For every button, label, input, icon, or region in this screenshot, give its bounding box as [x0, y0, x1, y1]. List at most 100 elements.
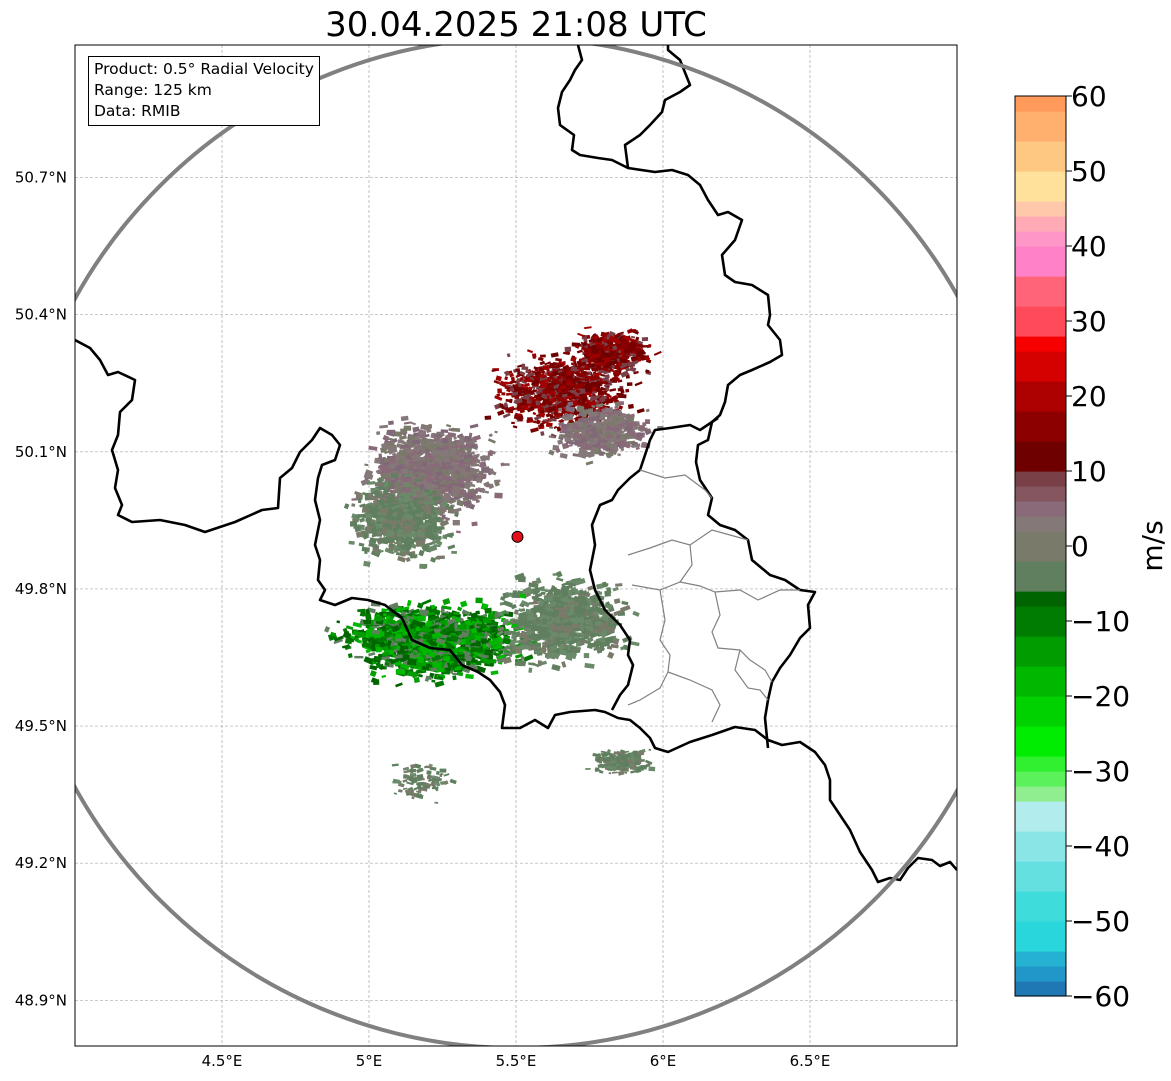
echo-pixel	[365, 517, 372, 523]
echo-pixel	[465, 655, 472, 662]
echo-pixel	[399, 435, 408, 441]
echo-pixel	[424, 453, 434, 459]
echo-pixel	[409, 501, 414, 507]
echo-pixel	[400, 444, 409, 449]
echo-pixel	[540, 354, 546, 358]
echo-pixel	[552, 638, 556, 643]
echo-pixel	[494, 492, 503, 499]
echo-pixel	[431, 449, 441, 457]
echo-pixel	[381, 447, 388, 453]
echo-pixel	[456, 461, 464, 469]
echo-pixel	[361, 491, 368, 496]
echo-pixel	[356, 514, 366, 518]
echo-pixel	[475, 597, 483, 604]
echo-pixel	[475, 477, 482, 484]
echo-pixel	[400, 476, 410, 484]
echo-pixel	[455, 457, 464, 461]
echo-pixel	[514, 661, 523, 667]
echo-pixel	[415, 627, 420, 632]
echo-pixel	[525, 620, 534, 624]
echo-pixel	[403, 421, 412, 425]
echo-pixel	[599, 624, 607, 630]
echo-pixel	[514, 395, 520, 400]
echo-pixel	[433, 476, 439, 481]
echo-pixel	[449, 505, 454, 509]
echo-pixel	[452, 672, 458, 676]
echo-pixel	[401, 468, 409, 474]
echo-pixel	[451, 427, 461, 432]
echo-pixel	[553, 589, 561, 596]
echo-pixel	[563, 598, 574, 603]
echo-pixel	[543, 638, 549, 641]
echo-pixel	[433, 529, 438, 533]
echo-pixel	[452, 675, 457, 681]
echo-pixel	[425, 470, 435, 478]
echo-pixel	[469, 443, 478, 449]
echo-pixel	[466, 457, 473, 462]
echo-pixel	[427, 482, 432, 488]
echo-pixel	[413, 676, 420, 684]
echo-pixel	[428, 500, 435, 505]
echo-pixel	[448, 428, 453, 431]
echo-pixel	[461, 477, 471, 483]
echo-pixel	[391, 489, 397, 496]
echo-pixel	[402, 481, 407, 485]
velocity-echoes	[324, 326, 664, 804]
echo-pixel	[448, 432, 455, 438]
echo-pixel	[479, 461, 487, 468]
echo-pixel	[386, 515, 394, 522]
echo-pixel	[440, 449, 447, 455]
echo-pixel	[520, 656, 525, 661]
echo-pixel	[411, 484, 418, 490]
echo-pixel	[384, 450, 391, 455]
echo-pixel	[422, 492, 427, 497]
echo-pixel	[494, 430, 498, 434]
echo-pixel	[348, 540, 355, 545]
echo-pixel	[384, 468, 393, 474]
echo-pixel	[418, 431, 425, 435]
echo-pixel	[405, 556, 411, 563]
echo-pixel	[399, 464, 403, 468]
echo-pixel	[411, 516, 421, 521]
echo-pixel	[518, 383, 522, 388]
echo-pixel	[390, 473, 399, 478]
echo-pixel	[447, 485, 455, 492]
echo-pixel	[487, 451, 493, 456]
echo-pixel	[450, 472, 455, 478]
echo-pixel	[422, 461, 428, 468]
echo-pixel	[467, 450, 471, 453]
echo-pixel	[478, 616, 483, 622]
echo-pixel	[465, 481, 473, 484]
echo-pixel	[393, 431, 403, 437]
echo-pixel	[482, 627, 490, 631]
echo-pixel	[488, 433, 493, 438]
echo-pixel	[583, 630, 591, 634]
echo-pixel	[373, 491, 381, 498]
echo-pixel	[396, 443, 401, 448]
echo-pixel	[361, 509, 370, 513]
echo-pixel	[409, 449, 414, 453]
echo-pixel	[396, 472, 403, 479]
echo-pixel	[359, 610, 366, 617]
echo-pixel	[608, 630, 612, 634]
echo-pixel	[452, 486, 462, 491]
echo-pixel	[407, 441, 414, 447]
echo-pixel	[441, 474, 451, 482]
echo-pixel	[397, 649, 403, 655]
echo-pixel	[401, 611, 407, 616]
echo-pixel	[347, 653, 353, 659]
echo-pixel	[369, 537, 377, 544]
echo-pixel	[390, 535, 396, 540]
echo-pixel	[424, 514, 430, 517]
echo-pixel	[439, 510, 444, 514]
echo-pixel	[602, 581, 607, 588]
echo-pixel	[423, 497, 431, 502]
echo-pixel	[484, 490, 490, 494]
echo-pixel	[431, 480, 440, 486]
echo-pixel	[419, 563, 427, 569]
echo-pixel	[471, 461, 477, 467]
echo-pixel	[506, 592, 513, 597]
echo-pixel	[388, 420, 394, 426]
echo-pixel	[396, 530, 404, 534]
echo-pixel	[416, 486, 421, 491]
